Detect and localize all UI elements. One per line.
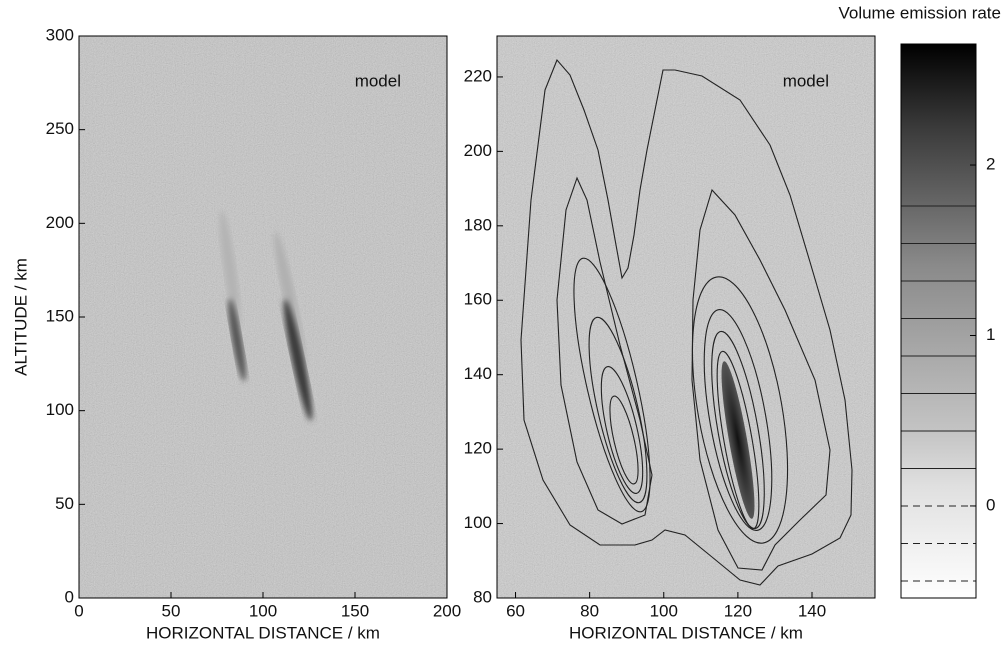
y-tick-label: 0: [986, 495, 995, 514]
y-tick-label: 0: [65, 587, 74, 606]
annotation: model: [783, 71, 829, 90]
y-tick-label: 120: [464, 439, 492, 458]
y-axis-label: ALTITUDE / km: [11, 258, 30, 376]
y-tick-label: 200: [464, 141, 492, 160]
plot-frame: [496, 35, 876, 599]
left-image: [79, 36, 447, 598]
y-tick-label: 80: [473, 587, 492, 606]
x-tick-label: 100: [650, 601, 678, 620]
y-tick-label: 250: [46, 119, 74, 138]
x-tick-label: 120: [724, 601, 752, 620]
x-tick-label: 140: [798, 601, 826, 620]
x-tick-label: 150: [341, 601, 369, 620]
x-axis-label: HORIZONTAL DISTANCE / km: [146, 623, 380, 642]
colorbar-title: Volume emission rate: [838, 3, 1001, 22]
y-tick-label: 160: [464, 290, 492, 309]
right-image: [497, 36, 875, 598]
x-tick-label: 100: [249, 601, 277, 620]
colorbar-frame: [900, 43, 977, 599]
x-axis-label: HORIZONTAL DISTANCE / km: [569, 623, 803, 642]
y-tick-label: 1: [986, 325, 995, 344]
y-tick-label: 180: [464, 215, 492, 234]
x-tick-label: 60: [506, 601, 525, 620]
y-tick-label: 220: [464, 66, 492, 85]
y-tick-label: 100: [46, 400, 74, 419]
y-tick-label: 100: [464, 513, 492, 532]
x-tick-label: 80: [580, 601, 599, 620]
y-tick-label: 300: [46, 25, 74, 44]
x-tick-label: 0: [74, 601, 83, 620]
y-tick-label: 140: [464, 364, 492, 383]
y-tick-label: 50: [55, 494, 74, 513]
y-tick-label: 2: [986, 155, 995, 174]
colorbar-fill: [901, 44, 976, 598]
x-tick-label: 200: [433, 601, 461, 620]
x-tick-label: 50: [162, 601, 181, 620]
y-tick-label: 150: [46, 306, 74, 325]
y-tick-label: 200: [46, 213, 74, 232]
annotation: model: [355, 71, 401, 90]
